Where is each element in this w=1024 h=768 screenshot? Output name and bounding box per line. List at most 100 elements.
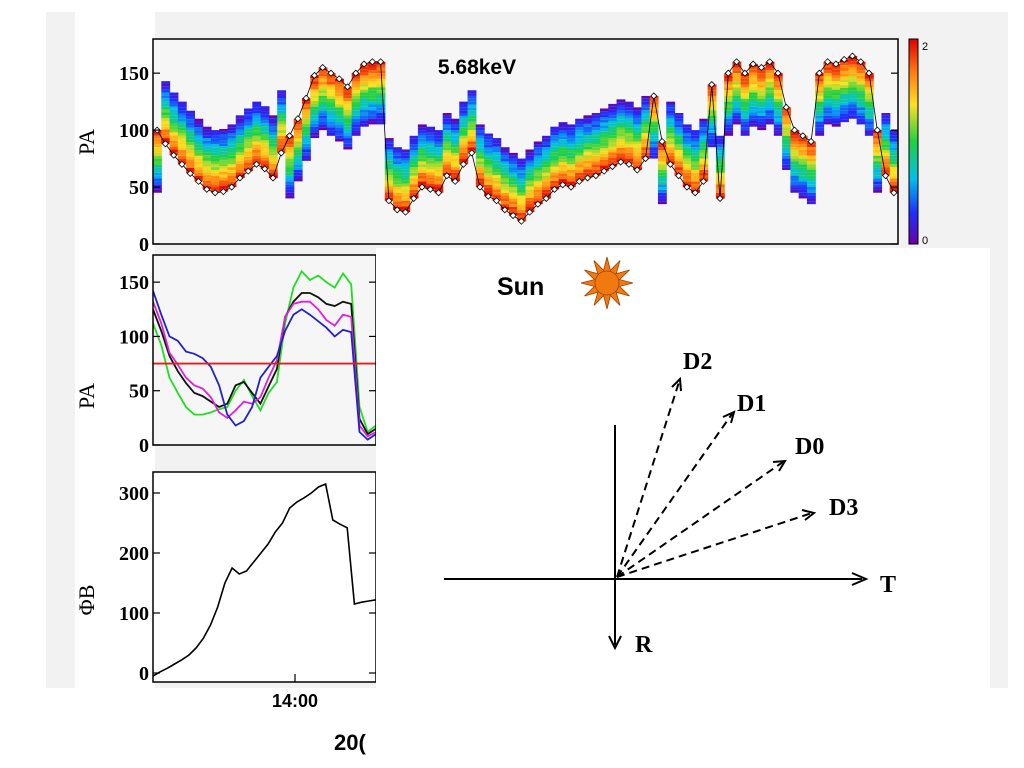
heatmap-cell bbox=[633, 141, 642, 145]
heatmap-cell bbox=[235, 160, 245, 164]
heatmap-cell bbox=[219, 163, 229, 166]
heatmap-cell bbox=[343, 140, 353, 144]
heatmap-cell bbox=[707, 113, 717, 116]
heatmap-cell bbox=[691, 132, 700, 136]
heatmap-cell bbox=[550, 158, 560, 161]
heatmap-cell bbox=[856, 70, 866, 74]
heatmap-cell bbox=[202, 177, 212, 181]
panel-2-series-3 bbox=[153, 290, 376, 441]
heatmap-cell bbox=[616, 150, 626, 154]
heatmap-cell bbox=[268, 149, 278, 153]
heatmap-cell bbox=[740, 81, 750, 85]
heatmap-cell bbox=[682, 155, 692, 159]
heatmap-cell bbox=[881, 169, 891, 173]
heatmap-cell bbox=[202, 155, 212, 159]
heatmap-cell bbox=[666, 127, 676, 131]
heatmap-cell bbox=[434, 172, 444, 176]
ridge-marker bbox=[782, 103, 790, 111]
heatmap-cell bbox=[715, 164, 725, 168]
heatmap-cell bbox=[558, 122, 568, 125]
heatmap-cell bbox=[285, 164, 295, 168]
heatmap-cell bbox=[177, 104, 187, 108]
heatmap-cell bbox=[732, 104, 742, 108]
ridge-marker bbox=[575, 177, 583, 185]
heatmap-cell bbox=[268, 166, 278, 170]
heatmap-cell bbox=[856, 115, 866, 119]
heatmap-cell bbox=[864, 127, 874, 131]
ridge-marker bbox=[443, 172, 451, 180]
heatmap-cell bbox=[227, 167, 237, 170]
heatmap-cell bbox=[525, 172, 535, 176]
heatmap-cell bbox=[881, 138, 891, 142]
heatmap-cell bbox=[831, 121, 841, 124]
heatmap-cell bbox=[657, 195, 667, 199]
heatmap-cell bbox=[393, 158, 402, 162]
panel-3-ytick-label-3: 300 bbox=[119, 483, 149, 505]
heatmap-cell bbox=[393, 189, 402, 193]
heatmap-cell bbox=[517, 187, 527, 190]
heatmap-cell bbox=[451, 161, 460, 165]
heatmap-cell bbox=[169, 146, 179, 150]
heatmap-cell bbox=[475, 175, 485, 179]
heatmap-cell bbox=[268, 155, 278, 159]
heatmap-cell bbox=[492, 146, 502, 150]
heatmap-cell bbox=[500, 192, 510, 196]
heatmap-cell bbox=[856, 121, 866, 125]
heatmap-cell bbox=[566, 169, 576, 173]
heatmap-cell bbox=[889, 155, 898, 159]
heatmap-cell bbox=[285, 144, 295, 148]
heatmap-cell bbox=[260, 163, 270, 166]
heatmap-cell bbox=[467, 144, 477, 148]
heatmap-cell bbox=[475, 135, 485, 139]
heatmap-cell bbox=[277, 132, 287, 136]
heatmap-cell bbox=[310, 135, 320, 139]
heatmap-cell bbox=[417, 127, 427, 131]
heatmap-cell bbox=[691, 138, 700, 142]
heatmap-cell bbox=[326, 90, 336, 94]
heatmap-cell bbox=[790, 189, 800, 193]
heatmap-cell bbox=[318, 93, 328, 96]
heatmap-cell bbox=[459, 135, 469, 139]
heatmap-cell bbox=[831, 101, 841, 104]
heatmap-cell bbox=[210, 144, 220, 148]
heatmap-cell bbox=[508, 172, 518, 176]
heatmap-cell bbox=[533, 155, 543, 159]
heatmap-cell bbox=[153, 167, 162, 170]
heatmap-cell bbox=[451, 172, 460, 176]
heatmap-cell bbox=[401, 177, 411, 181]
heatmap-cell bbox=[641, 130, 651, 133]
ridge-marker bbox=[393, 206, 401, 214]
heatmap-cell bbox=[260, 143, 270, 147]
heatmap-cell bbox=[624, 107, 634, 111]
heatmap-cell bbox=[310, 95, 320, 99]
heatmap-cell bbox=[409, 184, 419, 188]
heatmap-cell bbox=[351, 81, 361, 85]
heatmap-cell bbox=[591, 130, 601, 133]
heatmap-cell bbox=[840, 107, 849, 111]
heatmap-cell bbox=[575, 167, 585, 170]
heatmap-cell bbox=[475, 124, 485, 128]
heatmap-cell bbox=[442, 113, 452, 116]
heatmap-cell bbox=[219, 185, 229, 189]
heatmap-cell bbox=[542, 172, 551, 176]
heatmap-cell bbox=[881, 118, 891, 122]
heatmap-cell bbox=[368, 101, 378, 105]
heatmap-cell bbox=[335, 124, 344, 128]
heatmap-cell bbox=[840, 105, 849, 108]
heatmap-cell bbox=[409, 155, 419, 159]
heatmap-cell bbox=[260, 137, 270, 141]
heatmap-cell bbox=[293, 169, 303, 173]
heatmap-cell bbox=[806, 172, 816, 176]
heatmap-cell bbox=[310, 118, 320, 121]
heatmap-cell bbox=[351, 104, 361, 108]
heatmap-cell bbox=[815, 98, 825, 102]
heatmap-cell bbox=[765, 110, 775, 114]
heatmap-cell bbox=[467, 138, 477, 142]
heatmap-cell bbox=[409, 175, 419, 179]
heatmap-cell bbox=[169, 106, 179, 110]
heatmap-cell bbox=[277, 104, 287, 108]
heatmap-cell bbox=[848, 84, 858, 88]
heatmap-cell bbox=[177, 150, 187, 153]
heatmap-cell bbox=[459, 158, 469, 162]
heatmap-cell bbox=[186, 110, 195, 114]
